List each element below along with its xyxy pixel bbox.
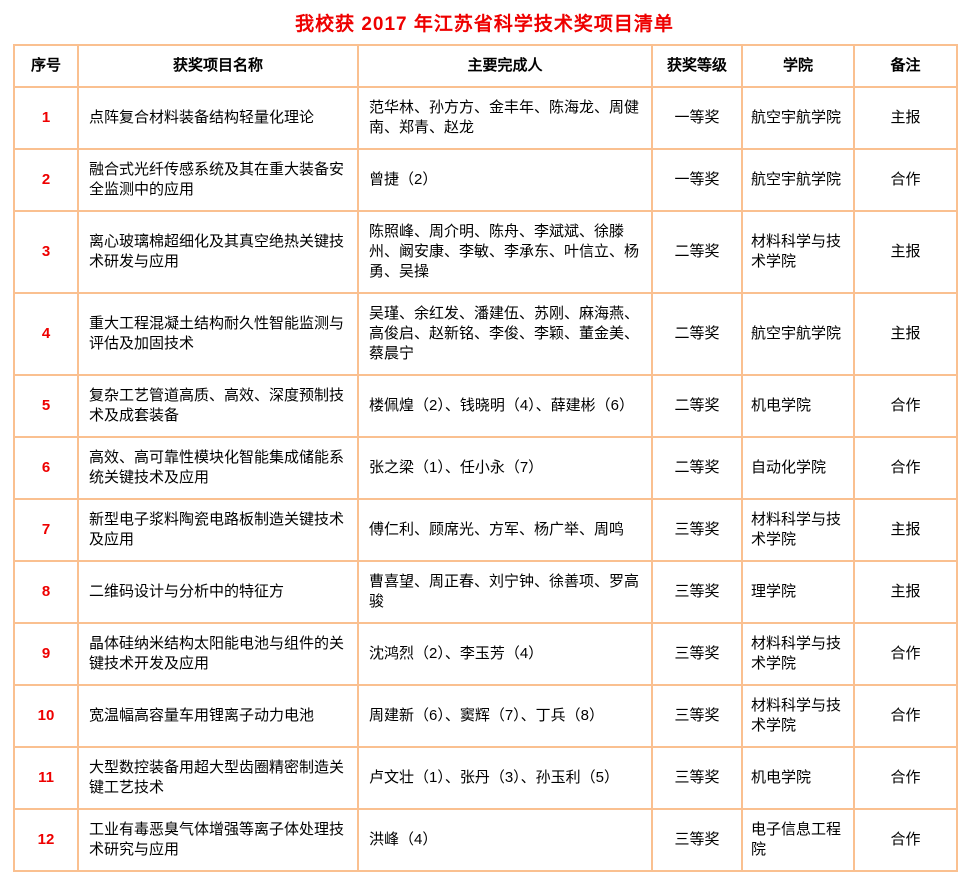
table-row: 3 离心玻璃棉超细化及其真空绝热关键技术研发与应用 陈照峰、周介明、陈舟、李斌斌… bbox=[13, 210, 958, 294]
contributors-cell: 沈鸿烈（2）、李玉芳（4） bbox=[357, 622, 653, 686]
table-row: 4 重大工程混凝土结构耐久性智能监测与评估及加固技术 吴瑾、余红发、潘建伍、苏刚… bbox=[13, 292, 958, 376]
project-name-cell: 复杂工艺管道高质、高效、深度预制技术及成套装备 bbox=[77, 374, 359, 438]
table-row: 9 晶体硅纳米结构太阳能电池与组件的关键技术开发及应用 沈鸿烈（2）、李玉芳（4… bbox=[13, 622, 958, 686]
award-level-cell: 三等奖 bbox=[651, 560, 743, 624]
table-row: 2 融合式光纤传感系统及其在重大装备安全监测中的应用 曾捷（2） 一等奖 航空宇… bbox=[13, 148, 958, 212]
remarks-cell: 合作 bbox=[853, 746, 958, 810]
table-row: 7 新型电子浆料陶瓷电路板制造关键技术及应用 傅仁利、顾席光、方军、杨广举、周鸣… bbox=[13, 498, 958, 562]
contributors-cell: 楼佩煌（2）、钱晓明（4）、薛建彬（6） bbox=[357, 374, 653, 438]
contributors-cell: 卢文壮（1）、张丹（3）、孙玉利（5） bbox=[357, 746, 653, 810]
college-cell: 航空宇航学院 bbox=[741, 86, 855, 150]
college-cell: 材料科学与技术学院 bbox=[741, 622, 855, 686]
award-level-cell: 一等奖 bbox=[651, 148, 743, 212]
college-cell: 航空宇航学院 bbox=[741, 292, 855, 376]
remarks-cell: 主报 bbox=[853, 498, 958, 562]
contributors-cell: 周建新（6）、窦辉（7）、丁兵（8） bbox=[357, 684, 653, 748]
serial-number-cell: 12 bbox=[13, 808, 79, 872]
project-name-cell: 新型电子浆料陶瓷电路板制造关键技术及应用 bbox=[77, 498, 359, 562]
remarks-cell: 主报 bbox=[853, 292, 958, 376]
contributors-cell: 傅仁利、顾席光、方军、杨广举、周鸣 bbox=[357, 498, 653, 562]
award-projects-table: 序号 获奖项目名称 主要完成人 获奖等级 学院 备注 1 点阵复合材料装备结构轻… bbox=[13, 44, 958, 872]
project-name-cell: 晶体硅纳米结构太阳能电池与组件的关键技术开发及应用 bbox=[77, 622, 359, 686]
remarks-cell: 合作 bbox=[853, 374, 958, 438]
table-row: 10 宽温幅高容量车用锂离子动力电池 周建新（6）、窦辉（7）、丁兵（8） 三等… bbox=[13, 684, 958, 748]
contributors-cell: 范华林、孙方方、金丰年、陈海龙、周健南、郑青、赵龙 bbox=[357, 86, 653, 150]
remarks-cell: 主报 bbox=[853, 86, 958, 150]
college-cell: 材料科学与技术学院 bbox=[741, 684, 855, 748]
column-header-award-level: 获奖等级 bbox=[651, 44, 743, 88]
serial-number-cell: 1 bbox=[13, 86, 79, 150]
page-title: 我校获 2017 年江苏省科学技术奖项目清单 bbox=[295, 14, 674, 35]
project-name-cell: 工业有毒恶臭气体增强等离子体处理技术研究与应用 bbox=[77, 808, 359, 872]
award-level-cell: 三等奖 bbox=[651, 684, 743, 748]
remarks-cell: 合作 bbox=[853, 808, 958, 872]
college-cell: 理学院 bbox=[741, 560, 855, 624]
project-name-cell: 大型数控装备用超大型齿圈精密制造关键工艺技术 bbox=[77, 746, 359, 810]
remarks-cell: 合作 bbox=[853, 436, 958, 500]
college-cell: 材料科学与技术学院 bbox=[741, 498, 855, 562]
remarks-cell: 主报 bbox=[853, 560, 958, 624]
award-level-cell: 三等奖 bbox=[651, 808, 743, 872]
college-cell: 材料科学与技术学院 bbox=[741, 210, 855, 294]
award-level-cell: 三等奖 bbox=[651, 622, 743, 686]
table-body: 1 点阵复合材料装备结构轻量化理论 范华林、孙方方、金丰年、陈海龙、周健南、郑青… bbox=[13, 86, 958, 872]
award-level-cell: 二等奖 bbox=[651, 374, 743, 438]
contributors-cell: 洪峰（4） bbox=[357, 808, 653, 872]
project-name-cell: 点阵复合材料装备结构轻量化理论 bbox=[77, 86, 359, 150]
serial-number-cell: 8 bbox=[13, 560, 79, 624]
serial-number-cell: 5 bbox=[13, 374, 79, 438]
contributors-cell: 吴瑾、余红发、潘建伍、苏刚、麻海燕、高俊启、赵新铭、李俊、李颖、董金美、蔡晨宁 bbox=[357, 292, 653, 376]
remarks-cell: 主报 bbox=[853, 210, 958, 294]
college-cell: 电子信息工程院 bbox=[741, 808, 855, 872]
table-row: 5 复杂工艺管道高质、高效、深度预制技术及成套装备 楼佩煌（2）、钱晓明（4）、… bbox=[13, 374, 958, 438]
table-row: 11 大型数控装备用超大型齿圈精密制造关键工艺技术 卢文壮（1）、张丹（3）、孙… bbox=[13, 746, 958, 810]
remarks-cell: 合作 bbox=[853, 684, 958, 748]
college-cell: 自动化学院 bbox=[741, 436, 855, 500]
column-header-project-name: 获奖项目名称 bbox=[77, 44, 359, 88]
award-level-cell: 二等奖 bbox=[651, 292, 743, 376]
college-cell: 航空宇航学院 bbox=[741, 148, 855, 212]
serial-number-cell: 7 bbox=[13, 498, 79, 562]
contributors-cell: 陈照峰、周介明、陈舟、李斌斌、徐滕州、阚安康、李敏、李承东、叶信立、杨勇、吴操 bbox=[357, 210, 653, 294]
project-name-cell: 融合式光纤传感系统及其在重大装备安全监测中的应用 bbox=[77, 148, 359, 212]
project-name-cell: 宽温幅高容量车用锂离子动力电池 bbox=[77, 684, 359, 748]
column-header-serial: 序号 bbox=[13, 44, 79, 88]
award-level-cell: 一等奖 bbox=[651, 86, 743, 150]
serial-number-cell: 10 bbox=[13, 684, 79, 748]
serial-number-cell: 3 bbox=[13, 210, 79, 294]
project-name-cell: 重大工程混凝土结构耐久性智能监测与评估及加固技术 bbox=[77, 292, 359, 376]
college-cell: 机电学院 bbox=[741, 374, 855, 438]
table-header-row: 序号 获奖项目名称 主要完成人 获奖等级 学院 备注 bbox=[13, 44, 958, 88]
serial-number-cell: 6 bbox=[13, 436, 79, 500]
college-cell: 机电学院 bbox=[741, 746, 855, 810]
serial-number-cell: 2 bbox=[13, 148, 79, 212]
table-row: 6 高效、高可靠性模块化智能集成储能系统关键技术及应用 张之梁（1）、任小永（7… bbox=[13, 436, 958, 500]
contributors-cell: 曾捷（2） bbox=[357, 148, 653, 212]
contributors-cell: 曹喜望、周正春、刘宁钟、徐善项、罗高骏 bbox=[357, 560, 653, 624]
column-header-remarks: 备注 bbox=[853, 44, 958, 88]
column-header-college: 学院 bbox=[741, 44, 855, 88]
remarks-cell: 合作 bbox=[853, 148, 958, 212]
award-level-cell: 三等奖 bbox=[651, 498, 743, 562]
serial-number-cell: 4 bbox=[13, 292, 79, 376]
table-row: 12 工业有毒恶臭气体增强等离子体处理技术研究与应用 洪峰（4） 三等奖 电子信… bbox=[13, 808, 958, 872]
contributors-cell: 张之梁（1）、任小永（7） bbox=[357, 436, 653, 500]
column-header-contributors: 主要完成人 bbox=[357, 44, 653, 88]
serial-number-cell: 9 bbox=[13, 622, 79, 686]
award-level-cell: 二等奖 bbox=[651, 210, 743, 294]
project-name-cell: 离心玻璃棉超细化及其真空绝热关键技术研发与应用 bbox=[77, 210, 359, 294]
award-level-cell: 三等奖 bbox=[651, 746, 743, 810]
table-row: 1 点阵复合材料装备结构轻量化理论 范华林、孙方方、金丰年、陈海龙、周健南、郑青… bbox=[13, 86, 958, 150]
remarks-cell: 合作 bbox=[853, 622, 958, 686]
award-level-cell: 二等奖 bbox=[651, 436, 743, 500]
project-name-cell: 高效、高可靠性模块化智能集成储能系统关键技术及应用 bbox=[77, 436, 359, 500]
table-row: 8 二维码设计与分析中的特征方 曹喜望、周正春、刘宁钟、徐善项、罗高骏 三等奖 … bbox=[13, 560, 958, 624]
serial-number-cell: 11 bbox=[13, 746, 79, 810]
project-name-cell: 二维码设计与分析中的特征方 bbox=[77, 560, 359, 624]
